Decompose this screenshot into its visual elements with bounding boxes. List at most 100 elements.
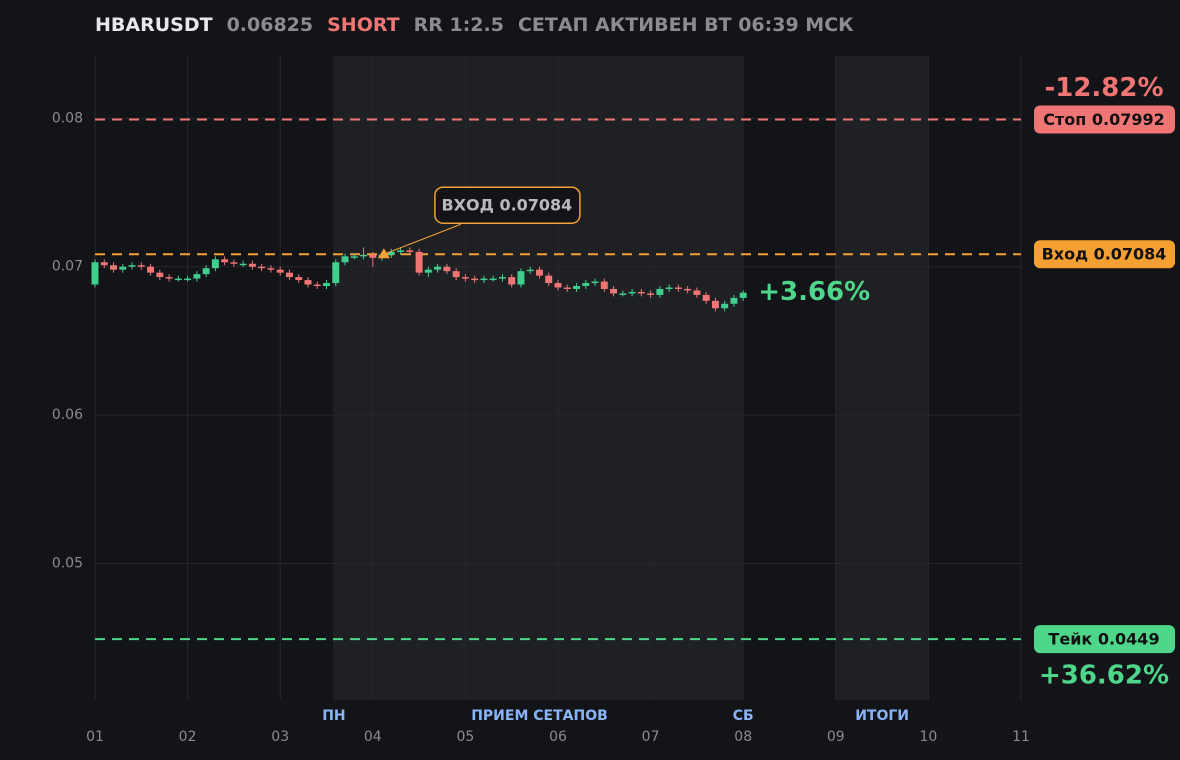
- price: 0.06825: [226, 14, 314, 36]
- x-tick-label: 10: [919, 729, 937, 745]
- candle-body: [221, 259, 229, 263]
- candle-body: [452, 271, 460, 278]
- candle-body: [350, 256, 358, 258]
- candle-body: [730, 297, 738, 304]
- candle-body: [693, 290, 701, 295]
- candle-body: [582, 283, 590, 286]
- header: HBARUSDT 0.06825 SHORT RR 1:2.5 СЕТАП АК…: [95, 14, 854, 36]
- candle-body: [434, 266, 442, 270]
- candle-body: [526, 269, 534, 272]
- candle-body: [508, 277, 516, 285]
- current-pct: +3.66%: [758, 277, 870, 307]
- candle-body: [684, 288, 692, 291]
- candle-body: [285, 272, 293, 278]
- candle-body: [387, 251, 395, 255]
- candle-body: [295, 277, 303, 281]
- y-tick-label: 0.05: [52, 555, 83, 571]
- level-pill: [1034, 105, 1175, 134]
- candle-body: [147, 266, 155, 273]
- candle-body: [258, 266, 266, 269]
- level-pct: -12.82%: [1044, 73, 1163, 103]
- candle-body: [498, 277, 506, 279]
- marker-label: ВХОД 0.07084: [441, 196, 572, 215]
- candle-body: [563, 287, 571, 289]
- candle-body: [323, 283, 330, 286]
- marker-connector: [383, 223, 462, 255]
- candle-body: [128, 265, 136, 267]
- candle-body: [711, 300, 719, 309]
- session-label: ПРИЕМ СЕТАПОВ: [471, 708, 608, 724]
- candle-body: [536, 269, 543, 276]
- candle-body: [471, 278, 479, 281]
- candle-body: [480, 278, 488, 281]
- candle-body: [184, 278, 192, 281]
- candle-body: [674, 287, 682, 289]
- candle-body: [721, 303, 729, 309]
- candle-body: [600, 281, 608, 289]
- candle-body: [119, 266, 127, 270]
- candle-body: [137, 265, 145, 267]
- status: СЕТАП АКТИВЕН ВТ 06:39 МСК: [517, 14, 854, 36]
- candle-body: [313, 284, 321, 287]
- level-label: Вход 0.07084: [1042, 245, 1167, 264]
- candle-body: [647, 293, 655, 295]
- x-tick-label: 03: [271, 729, 289, 745]
- candle-body: [174, 278, 182, 281]
- candle-body: [239, 263, 247, 266]
- candle-body: [360, 254, 368, 257]
- candle-body: [628, 291, 636, 294]
- rr: RR 1:2.5: [413, 14, 504, 36]
- candle-body: [610, 288, 618, 294]
- session-label: ИТОГИ: [855, 708, 909, 724]
- candle-body: [156, 272, 164, 278]
- candle-body: [211, 259, 219, 269]
- candle-body: [461, 277, 469, 279]
- candle-body: [739, 292, 747, 298]
- candle-body: [573, 286, 580, 289]
- candle-body: [193, 274, 201, 279]
- candle-body: [230, 262, 238, 264]
- level-pill: [1034, 240, 1175, 269]
- candle-body: [443, 266, 451, 272]
- candle-body: [665, 287, 673, 289]
- level-label: Стоп 0.07992: [1043, 110, 1165, 129]
- x-tick-label: 02: [179, 729, 197, 745]
- candle-body: [202, 268, 210, 275]
- candle-body: [369, 254, 377, 258]
- candle-body: [267, 268, 275, 270]
- candle-body: [397, 250, 405, 252]
- candle-body: [489, 278, 497, 281]
- y-tick-label: 0.06: [52, 407, 83, 423]
- session-region: [835, 56, 929, 700]
- symbol: HBARUSDT: [95, 14, 213, 36]
- y-tick-label: 0.08: [52, 110, 83, 126]
- candle-body: [276, 269, 284, 273]
- level-pct: +36.62%: [1039, 661, 1169, 691]
- candle-body: [517, 271, 525, 285]
- marker-box: [434, 186, 581, 224]
- candle-body: [591, 281, 599, 284]
- x-tick-label: 11: [1012, 729, 1030, 745]
- level-label: Тейк 0.0449: [1048, 630, 1159, 649]
- candle-body: [702, 294, 710, 301]
- x-tick-label: 01: [86, 729, 104, 745]
- entry-marker: [377, 248, 390, 259]
- x-tick-label: 06: [549, 729, 567, 745]
- session-label: ПН: [322, 708, 345, 724]
- y-tick-label: 0.07: [52, 259, 83, 275]
- x-tick-label: 09: [827, 729, 845, 745]
- candle-body: [619, 293, 627, 295]
- candle-body: [415, 251, 423, 273]
- session-label: СБ: [733, 708, 754, 724]
- candle-body: [424, 269, 432, 273]
- session-region: [332, 56, 744, 700]
- candle-body: [637, 291, 645, 294]
- x-tick-label: 04: [364, 729, 382, 745]
- candle-body: [656, 288, 664, 295]
- candle-body: [406, 250, 414, 252]
- x-tick-label: 07: [642, 729, 660, 745]
- level-pill: [1034, 625, 1175, 654]
- candle-body: [545, 275, 553, 284]
- candle-body: [554, 283, 562, 288]
